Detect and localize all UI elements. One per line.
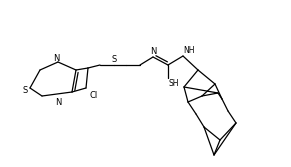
Text: N: N xyxy=(53,53,59,62)
Text: N: N xyxy=(150,46,156,55)
Text: Cl: Cl xyxy=(90,91,98,100)
Text: N: N xyxy=(55,98,61,107)
Text: SH: SH xyxy=(169,78,180,88)
Text: S: S xyxy=(111,54,117,63)
Text: NH: NH xyxy=(183,45,194,54)
Text: S: S xyxy=(22,86,28,95)
